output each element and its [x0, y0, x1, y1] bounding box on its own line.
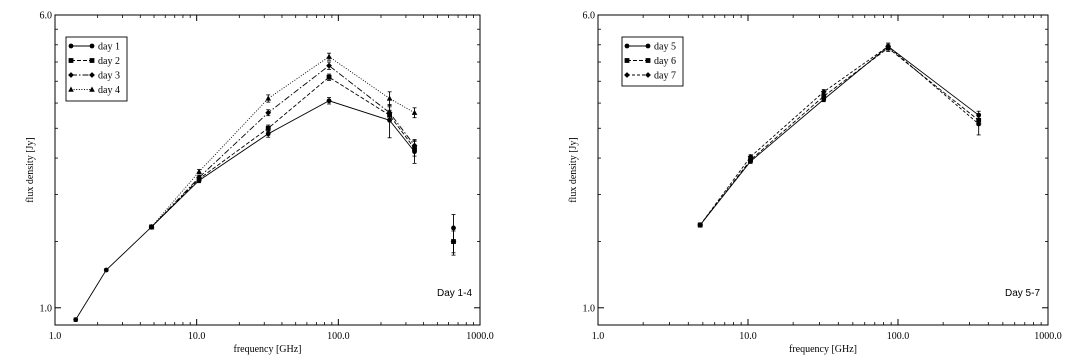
x-tick-label: 10.0: [188, 331, 206, 342]
legend-marker: [68, 58, 74, 63]
legend-marker: [89, 86, 95, 92]
x-tick-label: 100.0: [327, 331, 350, 342]
x-axis-title: frequency [GHz]: [233, 344, 301, 355]
series-day-7: [697, 42, 982, 228]
x-tick-label: 1.0: [49, 331, 62, 342]
legend-box: [621, 36, 684, 87]
legend-marker: [645, 43, 651, 49]
legend-marker: [624, 72, 630, 78]
x-axis-title: frequency [GHz]: [789, 344, 857, 355]
data-point: [148, 223, 155, 230]
data-point: [450, 238, 457, 245]
legend-marker: [68, 72, 74, 78]
y-axis-title: flux density [Jy]: [25, 137, 36, 203]
legend-marker: [624, 58, 630, 63]
legend-marker: [89, 72, 95, 78]
series-line: [151, 56, 415, 228]
x-tick-label: 100.0: [887, 331, 910, 342]
legend-label: day 1: [98, 42, 120, 53]
series-line: [151, 76, 415, 228]
data-point: [411, 142, 418, 149]
data-point: [386, 109, 393, 116]
legend-label: day 5: [654, 42, 676, 53]
y-tick-label: 6.0: [583, 11, 596, 22]
data-point: [386, 95, 393, 101]
series-day-2: [149, 73, 456, 256]
data-point: [326, 62, 332, 69]
y-tick-label: 1.0: [40, 303, 53, 314]
data-point: [265, 109, 272, 116]
series-day-1: [73, 97, 456, 323]
data-point: [265, 125, 271, 131]
data-point: [326, 53, 332, 59]
legend-marker: [645, 58, 651, 63]
legend-marker: [68, 43, 74, 49]
plot-frame: [54, 14, 481, 326]
legend-marker: [89, 43, 95, 49]
series-line: [699, 45, 979, 226]
y-axis-title: flux density [Jy]: [568, 137, 579, 203]
legend-marker: [68, 86, 74, 92]
data-point: [885, 43, 892, 50]
chart-panel-day-5-7: 1.0 10.0 100.0 1000.0 1.0 6.0 frequency [GHz] f…: [568, 11, 1062, 356]
data-point: [326, 74, 332, 80]
data-point: [821, 93, 827, 99]
x-tick-label: 1.0: [592, 331, 605, 342]
data-point: [265, 95, 272, 101]
legend-marker: [89, 58, 95, 63]
x-tick-label: 1000.0: [466, 331, 494, 342]
x-minor-ticks: [97, 15, 474, 325]
chart-panel-day-1-4: 1.0 10.0 100.0 1000.0 1.0 6.0 frequency [GHz] f…: [25, 11, 494, 356]
series-day-6: [697, 44, 982, 228]
x-tick-label: 1000.0: [1034, 331, 1062, 342]
legend: day 1 day 2 day 3 day 4: [65, 36, 128, 102]
series-day-5: [697, 42, 982, 228]
legend-label: day 2: [98, 56, 120, 67]
series-day-3: [148, 61, 457, 254]
data-point: [975, 121, 982, 127]
y-tick-label: 1.0: [583, 303, 596, 314]
data-point: [697, 222, 704, 228]
data-point: [748, 157, 753, 163]
y-minor-ticks: [55, 28, 480, 242]
data-point: [73, 317, 79, 323]
data-point: [747, 153, 754, 160]
x-minor-ticks: [642, 15, 1042, 325]
data-point: [820, 88, 827, 95]
y-tick-label: 6.0: [40, 11, 53, 22]
series-line: [699, 45, 979, 226]
data-point: [411, 109, 418, 115]
legend: day 5 day 6 day 7: [621, 36, 684, 87]
series-line: [75, 100, 415, 320]
legend-marker: [645, 72, 651, 78]
data-point: [103, 267, 109, 273]
data-point: [196, 174, 202, 181]
series-line: [699, 47, 979, 226]
data-point: [326, 98, 332, 104]
legend-box: [65, 36, 128, 102]
legend-label: day 3: [98, 71, 120, 82]
series-day-4: [148, 52, 418, 230]
data-point: [265, 131, 271, 137]
panel-annotation: Day 5-7: [1005, 288, 1040, 299]
legend-marker: [624, 43, 630, 49]
legend-label: day 4: [98, 85, 120, 96]
data-point: [196, 168, 202, 174]
x-tick-label: 10.0: [739, 331, 757, 342]
legend-label: day 6: [654, 56, 676, 67]
series-line: [151, 65, 415, 228]
y-minor-ticks: [598, 28, 1048, 242]
plot-frame: [597, 14, 1049, 326]
legend-label: day 7: [654, 71, 676, 82]
panel-annotation: Day 1-4: [437, 288, 472, 299]
